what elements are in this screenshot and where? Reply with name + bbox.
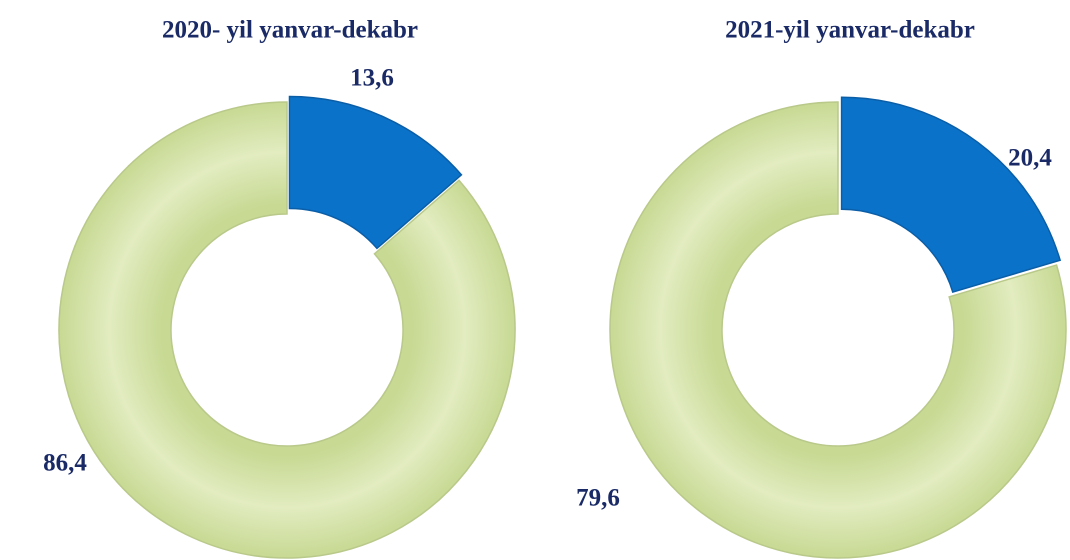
chart-title: 2021-yil yanvar-dekabr: [725, 17, 975, 44]
donut-slice: [58, 101, 516, 559]
data-label: 79,6: [576, 485, 620, 512]
data-label: 86,4: [43, 450, 87, 477]
donut-slice: [840, 96, 1062, 294]
donut-slice: [609, 101, 1067, 559]
data-label: 20,4: [1008, 145, 1052, 172]
chart-title: 2020- yil yanvar-dekabr: [162, 17, 418, 44]
donut-slice: [288, 95, 463, 250]
data-label: 13,6: [350, 65, 394, 92]
